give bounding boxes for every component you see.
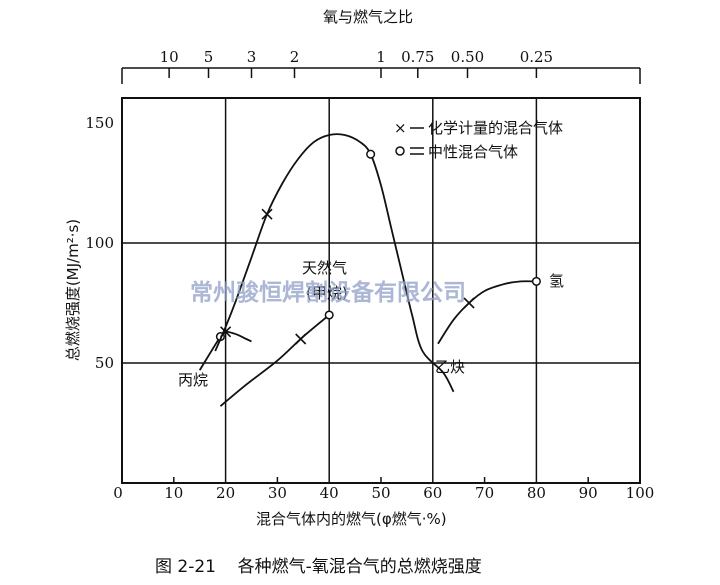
series-line — [219, 314, 330, 407]
x-tick-label: 40 — [320, 484, 339, 502]
x-tick-label: 80 — [527, 484, 546, 502]
legend-cross-marker: × — [394, 119, 407, 137]
x-tick-label: 70 — [475, 484, 494, 502]
top-axis-tick-label: 0.75 — [401, 48, 434, 66]
x-tick-label: 10 — [164, 484, 183, 502]
series-layer — [198, 133, 541, 407]
x-tick-label: 50 — [371, 484, 390, 502]
x-tick-label: 60 — [423, 484, 442, 502]
top-axis-tick-label: 10 — [160, 48, 179, 66]
label-acetylene: 乙炔 — [435, 358, 465, 376]
legend: × 化学计量的混合气体 中性混合气体 — [394, 119, 563, 161]
legend-circle-marker — [395, 146, 405, 156]
x-tick-label: 100 — [626, 484, 655, 502]
grid — [122, 98, 640, 483]
top-axis: 10 5 3 2 1 0.75 0.50 0.25 — [121, 48, 641, 84]
data-point-circle — [531, 276, 541, 286]
top-axis-tick-label: 1 — [376, 48, 386, 66]
x-tick-label: 30 — [268, 484, 287, 502]
series-line — [214, 133, 455, 393]
figure-caption: 图 2-21 各种燃气-氧混合气的总燃烧强度 — [155, 557, 482, 577]
top-axis-tick-label: 3 — [247, 48, 257, 66]
y-axis-label: 总燃烧强度(MJ/m²·s) — [64, 219, 82, 361]
legend-entry-stoichiometric: 化学计量的混合气体 — [428, 119, 563, 137]
cross-stroke — [463, 297, 475, 309]
data-point-cross — [295, 333, 307, 345]
x-axis: 0 10 20 30 40 50 60 70 80 90 100 — [113, 484, 654, 502]
label-hydrogen: 氢 — [549, 272, 564, 290]
data-point-circle — [366, 149, 376, 159]
data-point-circle — [324, 310, 334, 320]
x-tick-label: 0 — [113, 484, 123, 502]
top-axis-tick-label: 5 — [204, 48, 214, 66]
x-axis-label: 混合气体内的燃气(φ燃气·%) — [256, 510, 447, 528]
cross-stroke — [295, 333, 307, 345]
cross-stroke — [261, 208, 273, 220]
top-axis-title: 氧与燃气之比 — [323, 8, 413, 26]
y-tick-label: 50 — [95, 354, 114, 372]
watermark: 常州骏恒焊割设备有限公司 — [190, 279, 466, 306]
x-tick-label: 90 — [579, 484, 598, 502]
legend-entry-neutral: 中性混合气体 — [428, 143, 518, 161]
top-axis-tick-label: 0.25 — [520, 48, 553, 66]
label-methane: (甲烷) — [306, 284, 348, 302]
top-axis-tick-label: 0.50 — [451, 48, 484, 66]
y-tick-label: 150 — [85, 114, 114, 132]
y-tick-label: 100 — [85, 234, 114, 252]
data-point-cross — [463, 297, 475, 309]
label-propane: 丙烷 — [178, 371, 208, 389]
series-line — [437, 280, 537, 345]
data-point-cross — [261, 208, 273, 220]
x-tick-label: 20 — [216, 484, 235, 502]
top-axis-tick-label: 2 — [290, 48, 300, 66]
y-axis: 50 100 150 — [85, 114, 114, 372]
label-natural-gas: 天然气 — [302, 259, 347, 277]
